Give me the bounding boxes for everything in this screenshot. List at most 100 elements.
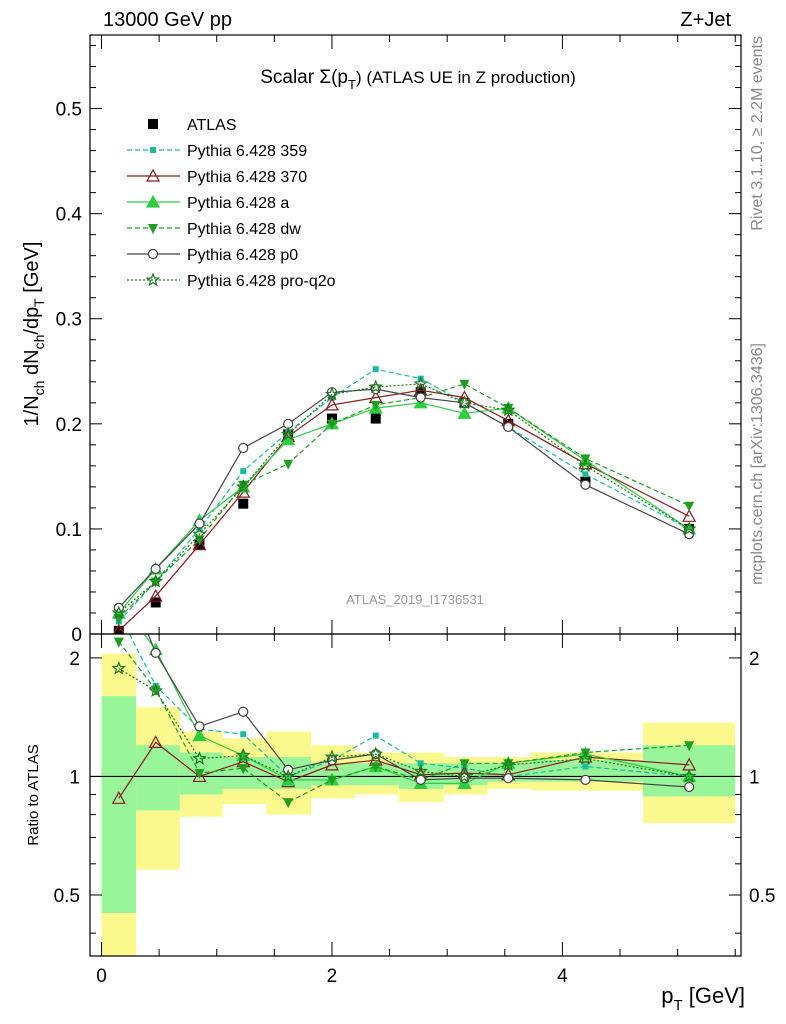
main-point [457,406,472,419]
ratio-point [578,750,593,765]
main-point [372,366,379,373]
legend-label: Pythia 6.428 370 [187,169,307,186]
side-label-top: Rivet 3.1.10, ≥ 2.2M events [749,36,766,231]
main-point [681,521,697,536]
legend-marker [147,248,159,260]
ratio-point [503,759,514,770]
ratio-point [326,775,337,786]
ratio-point [457,768,472,783]
main-y-tick-label: 0.2 [56,415,82,436]
main-series-line [118,368,690,622]
ratio-x-ticks: 0 2 4 [96,634,736,987]
header-right-text: Z+Jet [680,9,731,31]
x-tick-label: 4 [557,966,568,987]
x-tick-label: 0 [96,966,107,987]
ratio-y-tick-label-right: 2 [749,649,760,670]
main-y-tick-label: 0 [71,625,82,646]
ratio-point [413,763,428,778]
ratio-point [368,746,384,761]
ratio-y-tick-label-right: 1 [749,767,760,788]
main-clipped-group [111,366,697,634]
ratio-band-inner [136,745,180,811]
main-point [192,526,207,541]
main-series-pythia-6-428-p0 [113,384,695,613]
ratio-point [194,721,205,732]
ratio-panel: 0.5 0.5 1 1 2 2 0 2 4 [54,633,775,987]
main-point [580,479,591,490]
ratio-point [111,791,126,804]
main-y-tick-label: 0.5 [56,100,82,121]
ratio-point [113,637,124,648]
legend: ATLAS Pythia 6.428 359 Pythia 6.428 370 Pyt… [127,117,336,290]
ratio-point [192,728,207,742]
ratio-point [280,768,296,783]
main-point [368,379,384,394]
legend-item-pythia-6-428-a: Pythia 6.428 a [127,194,289,212]
legend-marker [145,168,161,182]
ratio-series-line [118,741,690,799]
main-point [326,419,337,430]
main-point [113,625,124,634]
ratio-clipped-group [90,634,741,956]
ratio-point [192,750,207,765]
main-point [238,498,249,509]
main-point [324,386,340,401]
x-axis-label: pT [GeV] [661,983,745,1014]
main-point [415,387,426,398]
main-point [324,397,339,411]
legend-label: Pythia 6.428 p0 [187,247,298,264]
ratio-point [238,706,249,717]
ratio-point [415,774,426,786]
main-point [283,459,294,470]
ratio-point [684,781,695,793]
legend-marker [145,194,161,208]
ratio-point [500,757,516,772]
ratio-point [283,798,294,809]
main-point [500,402,516,417]
ratio-band-inner [355,763,399,786]
legend-item-pythia-6-428-pro-q2o: Pythia 6.428 pro-q2o [127,272,336,290]
legend-marker [148,224,158,234]
main-y-ticks: 0 0.1 0.2 0.3 0.4 0.5 [56,45,741,646]
main-point [150,597,161,608]
ratio-point [148,735,163,749]
ratio-point [235,747,251,762]
main-point [503,421,514,433]
main-point [370,400,381,411]
main-point [150,563,161,574]
legend-label: ATLAS [187,117,237,134]
ratio-series-line [147,634,690,788]
ratio-point [240,731,247,738]
ratio-point [111,660,127,675]
legend-item-atlas: ATLAS [148,117,237,134]
ratio-point [324,749,340,764]
ratio-point [148,683,163,698]
ratio-point [582,763,589,770]
main-series-line [118,389,690,632]
header-left-text: 13000 GeV pp [103,9,232,31]
ratio-band-inner [101,696,137,914]
main-panel: 0 0.1 0.2 0.3 0.4 0.5 Scalar Σ(pT) (ATLAS UE … [56,34,742,646]
ratio-y-ticks: 0.5 0.5 1 1 2 2 [54,649,775,934]
ratio-point [238,764,249,775]
main-point [111,605,127,620]
side-label-bottom: mcplots.cern.ch [arXiv:1306.3436] [749,343,766,585]
ratio-series-pythia-6-428-pro-q2o [111,660,697,783]
ratio-point [684,741,695,752]
ratio-point [580,774,591,786]
main-point [578,458,593,473]
main-x-ticks [101,35,736,634]
main-point [415,392,426,403]
ratio-series-pythia-6-428-p0 [147,634,695,793]
main-y-tick-label: 0.3 [56,310,82,331]
ratio-series-line [118,641,690,803]
main-point [148,588,163,602]
main-series-pythia-6-428-a [111,395,697,619]
main-series-line [118,383,690,619]
ratio-point [681,768,697,783]
main-y-tick-label: 0.1 [56,520,82,541]
main-y-axis-label: 1/Nch dNch/dpT [GeV] [21,242,47,427]
legend-label: Pythia 6.428 a [187,195,289,212]
main-point [148,573,163,588]
main-series-line [118,383,690,614]
